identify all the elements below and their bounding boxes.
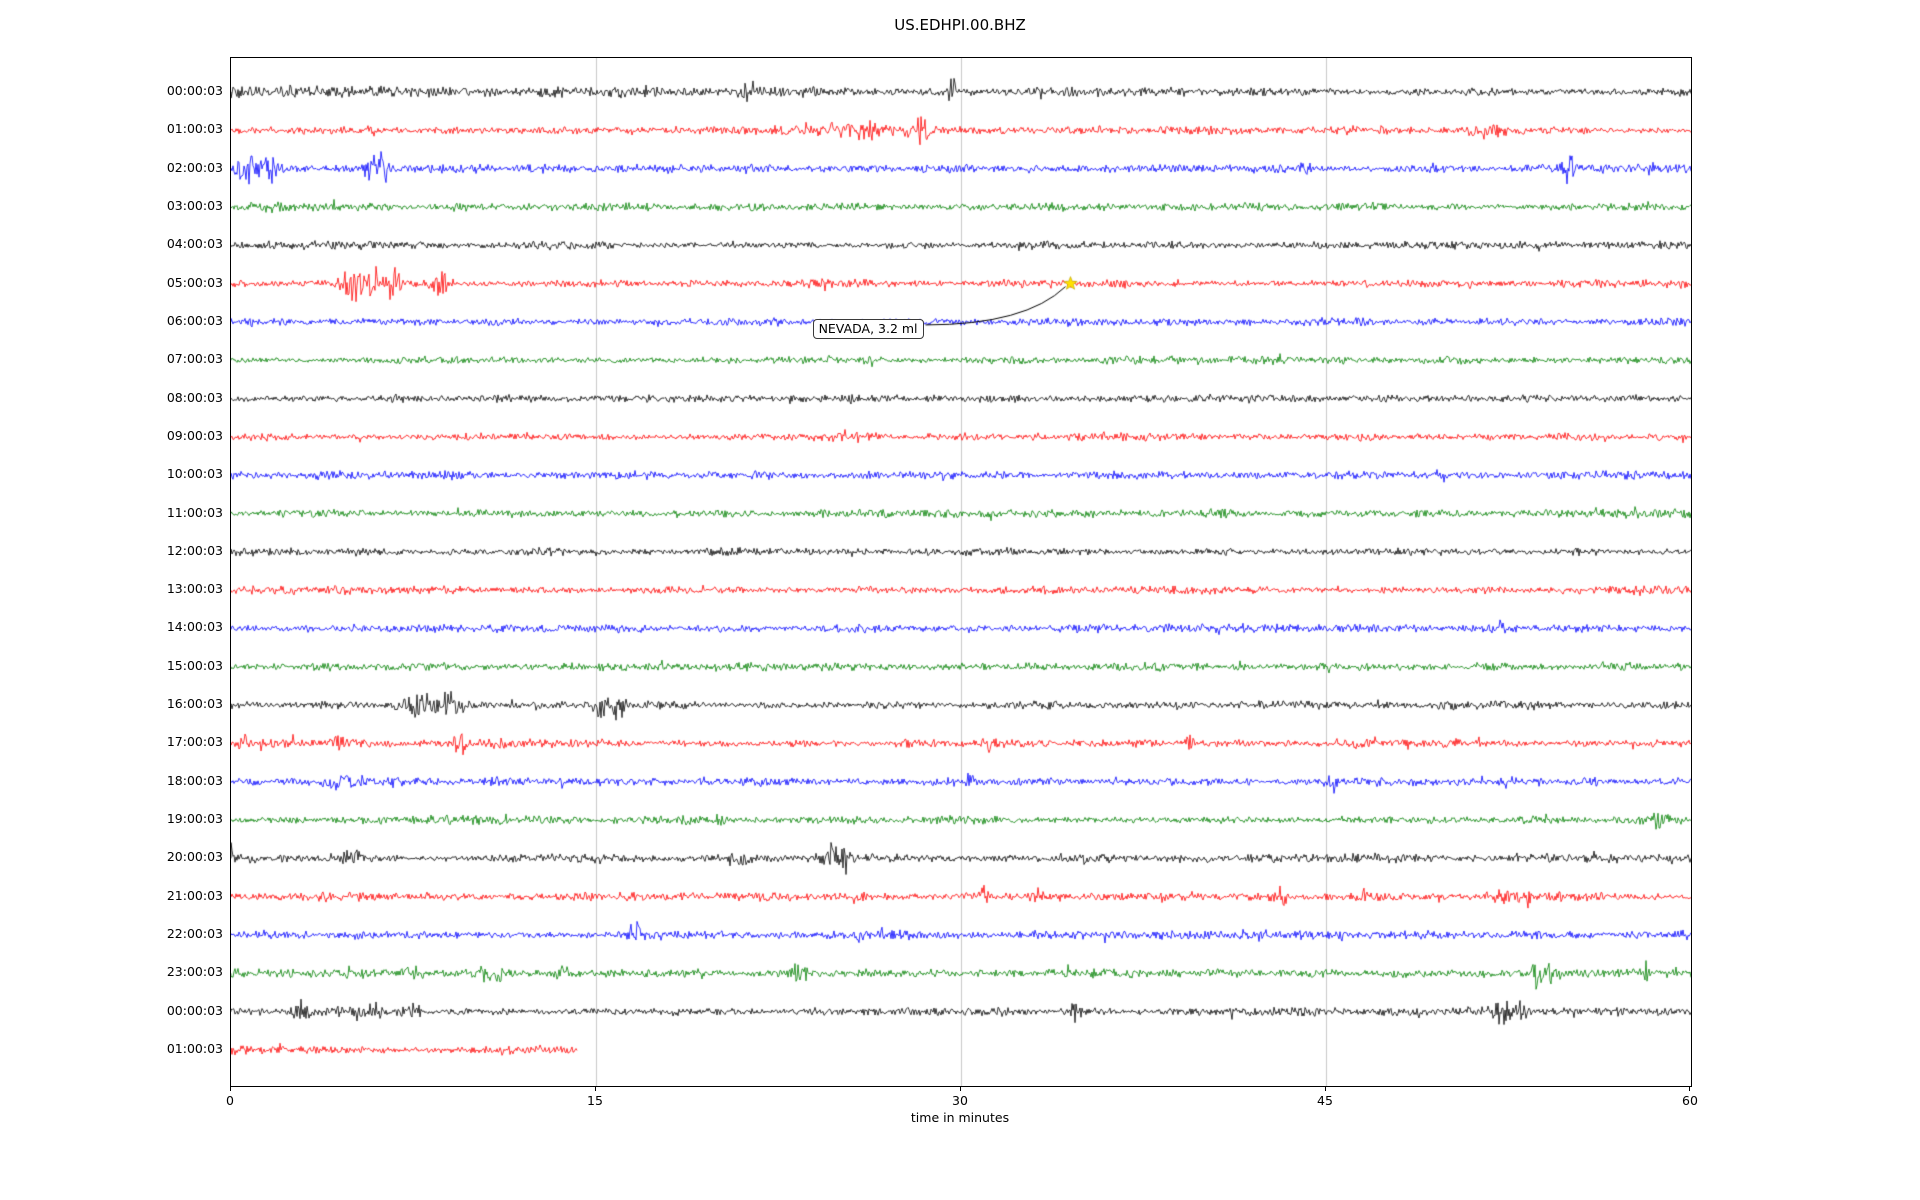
chart-title: US.EDHPI.00.BHZ: [894, 16, 1026, 34]
x-tick-mark: [595, 1086, 596, 1091]
trace-time-label: 19:00:03: [166, 811, 223, 827]
trace-time-label: 02:00:03: [166, 159, 223, 175]
trace-time-label: 22:00:03: [166, 926, 223, 942]
trace-time-label: 10:00:03: [166, 466, 223, 482]
trace-time-label: 08:00:03: [166, 389, 223, 405]
x-axis: 0 15 30 45 60: [226, 1086, 1698, 1112]
trace-time-label: 00:00:03: [166, 1002, 223, 1018]
trace-time-label: 05:00:03: [166, 274, 223, 290]
x-tick-mark: [1689, 1086, 1690, 1091]
x-tick-label: 30: [952, 1093, 968, 1108]
trace-time-label: 20:00:03: [166, 849, 223, 865]
trace-time-label: 00:00:03: [166, 83, 223, 98]
trace-time-label: 23:00:03: [166, 964, 223, 980]
trace-time-label: 15:00:03: [166, 657, 223, 673]
y-axis-labels: 00:00:03 01:00:03 02:00:03 03:00:03 04:00:03…: [0, 0, 223, 1200]
x-tick-label: 45: [1317, 1093, 1333, 1108]
x-tick-mark: [960, 1086, 961, 1091]
event-annotation-label: NEVADA, 3.2 ml: [812, 318, 924, 339]
x-tick-mark: [1325, 1086, 1326, 1091]
x-tick-label: 60: [1682, 1093, 1698, 1108]
trace-time-label: 01:00:03: [166, 121, 223, 137]
x-tick-label: 15: [587, 1093, 603, 1108]
trace-time-label: 06:00:03: [166, 312, 223, 328]
trace-time-label: 16:00:03: [166, 696, 223, 712]
x-axis-title: time in minutes: [910, 1110, 1010, 1125]
trace-time-label: 12:00:03: [166, 542, 223, 558]
trace-time-label: 03:00:03: [166, 197, 223, 213]
plot-area: NEVADA, 3.2 ml: [230, 57, 1692, 1087]
trace-time-label: 14:00:03: [166, 619, 223, 635]
trace-time-label: 11:00:03: [166, 504, 223, 520]
trace-time-label: 07:00:03: [166, 351, 223, 367]
trace-time-label: 04:00:03: [166, 236, 223, 252]
seismogram-canvas: [231, 58, 1691, 1086]
trace-time-label: 18:00:03: [166, 772, 223, 788]
trace-time-label: 21:00:03: [166, 887, 223, 903]
trace-time-label: 13:00:03: [166, 581, 223, 597]
trace-time-label: 09:00:03: [166, 427, 223, 443]
x-tick-mark: [230, 1086, 231, 1091]
trace-time-label: 01:00:03: [166, 1041, 223, 1056]
x-tick-label: 0: [226, 1093, 234, 1108]
trace-time-label: 17:00:03: [166, 734, 223, 750]
